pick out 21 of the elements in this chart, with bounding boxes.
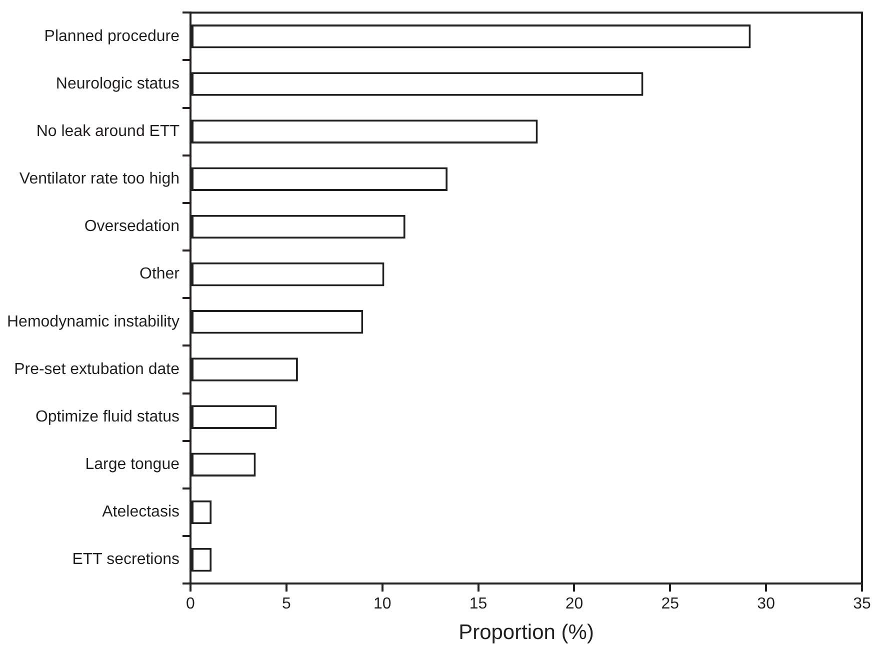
y-tick-label: Hemodynamic instability [6, 313, 180, 330]
y-tick-label: No leak around ETT [36, 122, 180, 140]
x-tick-label: 30 [757, 596, 776, 613]
x-tick-label: 25 [661, 596, 680, 613]
y-tick-label: ETT secretions [72, 551, 180, 568]
y-tick-label: Large tongue [85, 456, 180, 474]
y-tick-label: Ventilator rate too high [19, 170, 180, 188]
y-tick-label: Other [139, 266, 180, 283]
y-tick-label: Optimize fluid status [35, 408, 180, 426]
y-tick-label: Neurologic status [56, 75, 180, 92]
x-tick-label: 10 [373, 596, 392, 613]
y-tick-label: Oversedation [84, 218, 180, 236]
x-tick-label: 15 [469, 596, 488, 613]
y-tick-label: Atelectasis [102, 504, 180, 521]
y-tick-label: Pre-set extubation date [14, 360, 180, 378]
x-tick-label: 35 [853, 596, 871, 613]
y-tick-label: Planned procedure [44, 28, 180, 45]
x-tick-label: 20 [565, 596, 584, 613]
x-axis-title: Proportion (%) [458, 621, 594, 644]
x-tick-label: 0 [186, 596, 196, 613]
x-tick-label: 5 [282, 596, 291, 613]
